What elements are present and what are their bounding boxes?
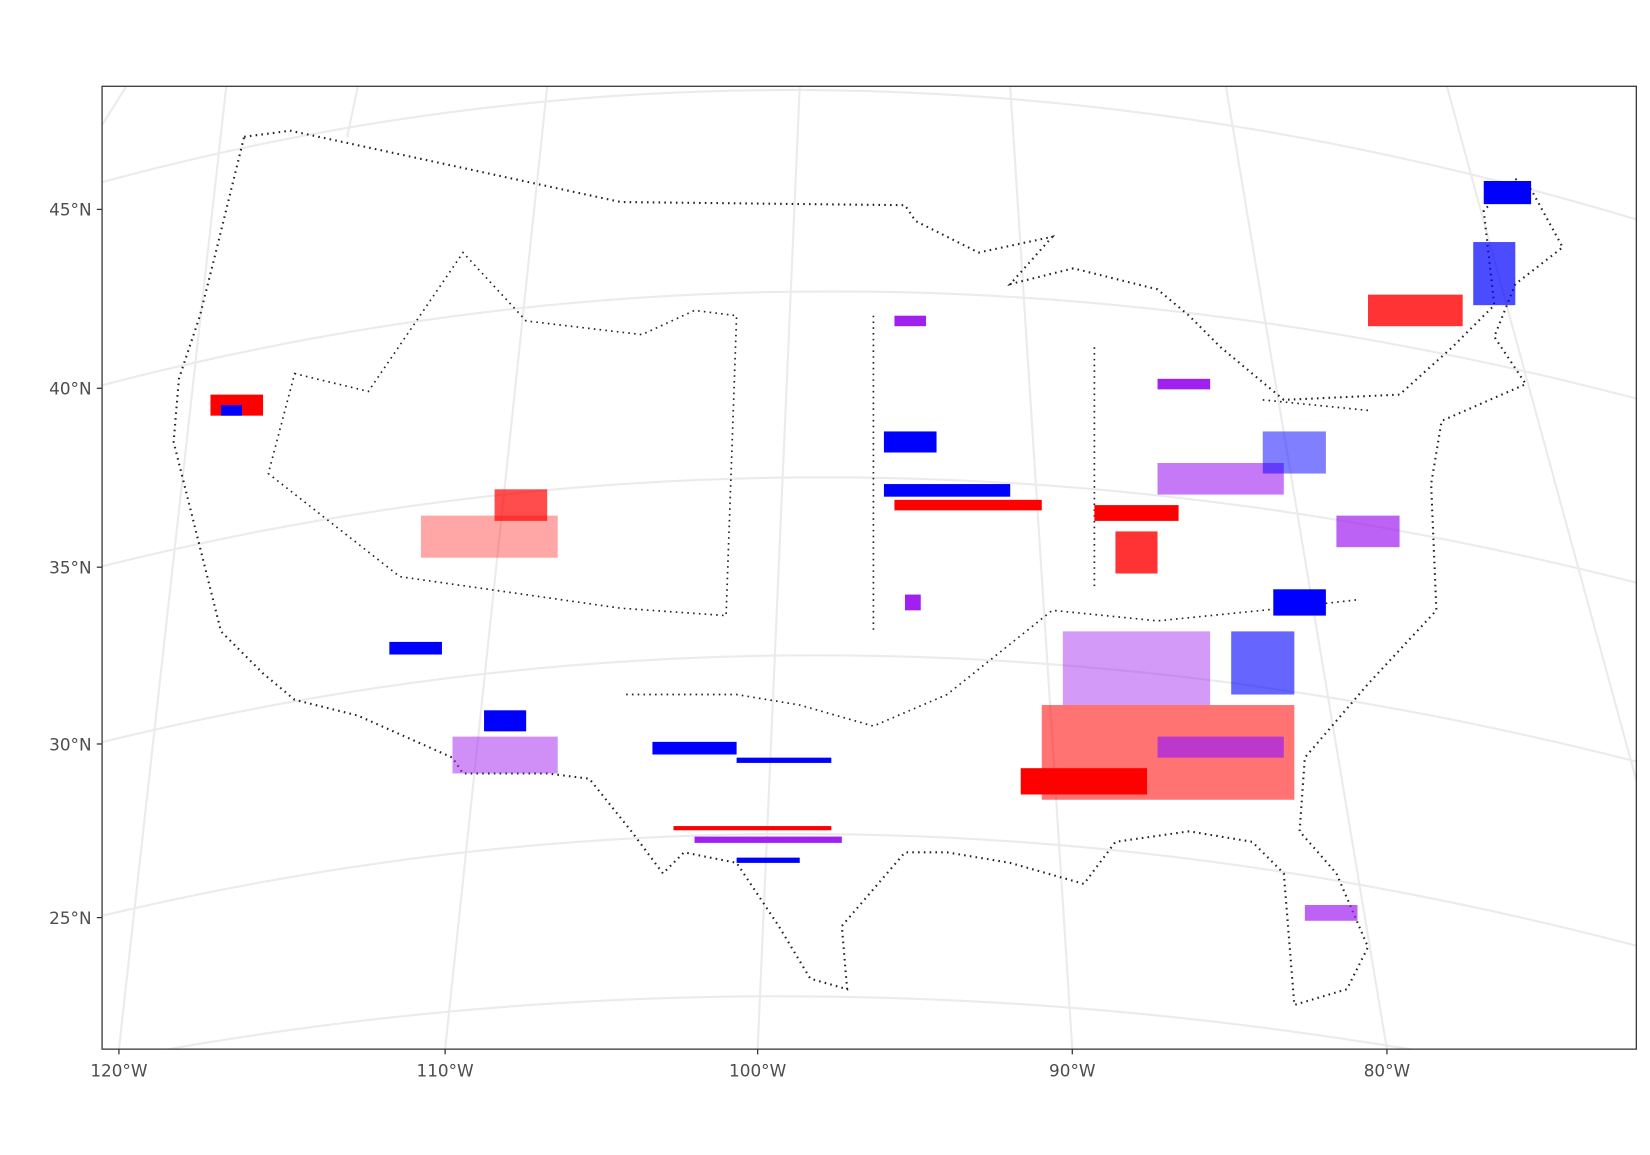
latitude-label: 45°N xyxy=(49,200,91,220)
patch xyxy=(1020,768,1148,795)
patch xyxy=(484,710,527,732)
patch xyxy=(1304,904,1358,921)
longitude-label: 90°W xyxy=(1049,1061,1096,1081)
longitude-label: 120°W xyxy=(90,1061,148,1081)
longitude-label: 80°W xyxy=(1364,1061,1411,1081)
graticule-line xyxy=(162,995,1416,1050)
patch xyxy=(389,641,442,655)
graticule-line xyxy=(102,86,128,127)
graticule-line xyxy=(1224,86,1388,1050)
patch xyxy=(1336,515,1400,548)
patch xyxy=(883,484,1011,497)
patch xyxy=(883,431,937,453)
patch xyxy=(452,736,558,774)
graticule-line xyxy=(1445,86,1637,785)
panel-background xyxy=(102,86,1637,1050)
latitude-label: 25°N xyxy=(49,908,91,928)
patch xyxy=(1062,631,1211,706)
graticule-line xyxy=(102,290,1637,400)
map-content: 45°N 40°N 35°N 30°N 25°N 120°W 110°W 100… xyxy=(49,85,1637,1081)
graticule-line xyxy=(102,476,1637,584)
patch xyxy=(1115,531,1158,574)
patch xyxy=(1262,431,1326,474)
longitude-label: 100°W xyxy=(729,1061,787,1081)
patch xyxy=(494,489,548,521)
patch xyxy=(1367,294,1463,327)
patch xyxy=(904,594,921,611)
patch xyxy=(1157,378,1211,390)
patch xyxy=(1483,180,1532,205)
patch xyxy=(220,405,243,416)
patch xyxy=(894,315,927,327)
patch xyxy=(1094,505,1179,521)
region-outline xyxy=(626,315,1369,727)
patch xyxy=(736,857,800,863)
patch xyxy=(652,741,737,755)
latitude-label: 35°N xyxy=(49,558,91,578)
graticule-line xyxy=(102,654,1637,763)
graticule-line xyxy=(444,86,549,1050)
patch xyxy=(1157,736,1284,758)
longitude-labels: 120°W 110°W 100°W 90°W 80°W xyxy=(90,1061,1410,1081)
patch xyxy=(694,836,842,843)
graticule-line xyxy=(102,832,1637,947)
patch xyxy=(894,499,1042,511)
longitude-label: 110°W xyxy=(417,1061,475,1081)
patch xyxy=(1231,631,1295,695)
patch xyxy=(1473,242,1516,306)
region-outline xyxy=(267,251,738,617)
patch xyxy=(736,757,832,763)
patch xyxy=(673,826,832,831)
latitude-label: 40°N xyxy=(49,379,91,399)
graticule-line xyxy=(1009,86,1074,1050)
graticule-line xyxy=(117,86,228,1050)
patch xyxy=(420,515,558,558)
latitude-labels: 45°N 40°N 35°N 30°N 25°N xyxy=(49,200,91,928)
observation-patches xyxy=(210,180,1532,921)
patch xyxy=(1273,589,1326,616)
graticule-line xyxy=(102,88,1637,221)
graticule-line xyxy=(346,86,359,138)
graticule-line xyxy=(756,86,801,1050)
latitude-label: 30°N xyxy=(49,734,91,754)
axis-ticks xyxy=(96,208,1388,1055)
graticule xyxy=(102,86,1637,1050)
